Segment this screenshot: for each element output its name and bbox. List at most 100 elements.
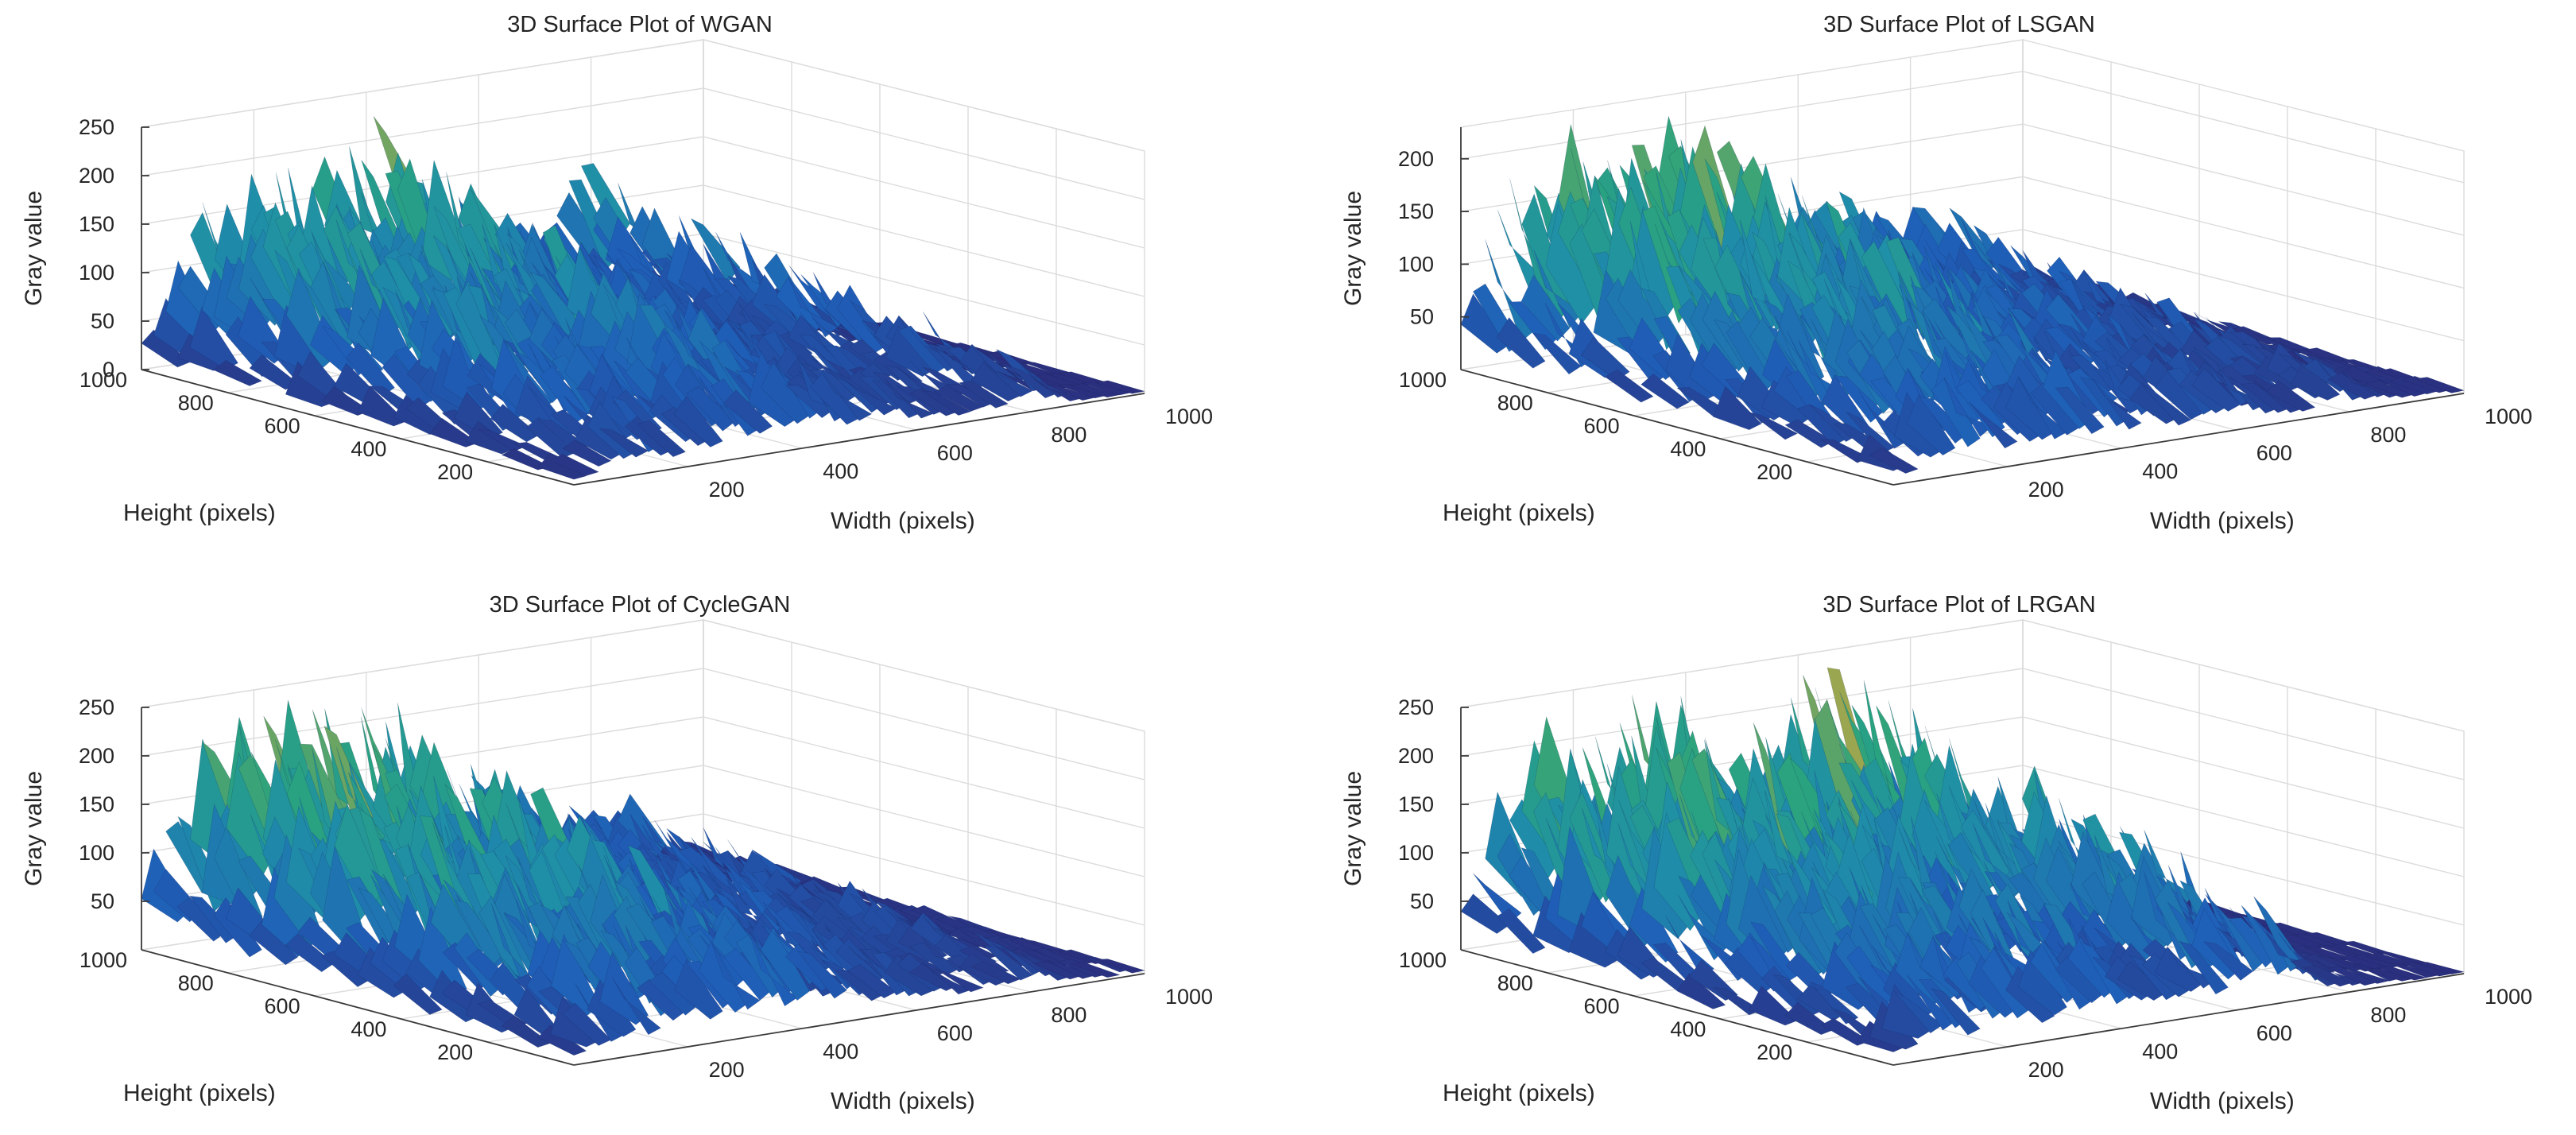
surface-patch (1712, 385, 1762, 431)
width-axis-label: Width (pixels) (2150, 1088, 2295, 1114)
z-tick-label: 200 (79, 744, 114, 768)
surface-patch (1496, 316, 1546, 369)
width-tick-label: 600 (2256, 1021, 2292, 1045)
surface-patch (1641, 374, 1691, 409)
z-tick-label: 0 (103, 358, 114, 382)
surface (141, 116, 1145, 480)
surface-patch (690, 218, 741, 284)
height-tick-label: 800 (1497, 971, 1533, 995)
surface-patch (2055, 386, 2105, 435)
surface-patch (1931, 988, 1981, 1036)
surface-patch (1906, 393, 1956, 456)
chart-panel-1: 0 50 100 150 200 250 200 400 600 800 1000 200 400 600… (21, 12, 1213, 534)
width-axis-label: Width (pixels) (831, 508, 975, 534)
height-tick-label: 400 (1670, 1017, 1706, 1041)
surface-patch (2141, 385, 2192, 426)
surface-patch (213, 359, 263, 386)
axes: 50 100 150 200 250 200 400 600 800 1000 200 400 600 8… (21, 695, 1213, 1114)
surface-patch (549, 453, 600, 476)
z-tick-label: 100 (79, 841, 114, 865)
width-tick-label: 1000 (1165, 985, 1213, 1009)
surface-patch (2290, 361, 2341, 401)
height-tick-label: 600 (265, 414, 300, 438)
height-axis-line (141, 949, 575, 1066)
chart-title: 3D Surface Plot of LRGAN (1823, 592, 2095, 618)
z-gridline (141, 39, 1145, 152)
height-axis-label: Height (pixels) (1443, 1080, 1595, 1106)
z-gridline (1460, 668, 2465, 781)
width-axis-line (573, 393, 1145, 486)
width-tick-label: 800 (1051, 423, 1087, 447)
surface-patch (934, 967, 984, 993)
surface-patch (562, 440, 612, 467)
surface-patch (2017, 950, 2067, 1016)
surface-patch (213, 897, 262, 958)
surface-patch (537, 452, 587, 480)
z-tick-label: 250 (79, 115, 114, 139)
surface-patch (2415, 377, 2466, 393)
height-axis-line (1460, 369, 1894, 486)
surface-patch (1968, 401, 2018, 449)
chart-panel-2: 50 100 150 200 200 400 600 800 1000 200 400 600 800 1… (1340, 12, 2532, 534)
width-axis-label: Width (pixels) (2150, 508, 2295, 534)
height-tick-label: 600 (1584, 414, 1620, 438)
width-tick-label: 400 (823, 459, 858, 483)
height-tick-label: 200 (437, 460, 473, 484)
axes: 0 50 100 150 200 250 200 400 600 800 1000 200 400 600… (21, 115, 1213, 534)
z-tick-label: 50 (1410, 889, 1434, 913)
surface-patch (249, 920, 299, 966)
height-tick-label: 400 (1670, 437, 1706, 461)
height-tick-label: 200 (1757, 460, 1792, 484)
surface-patch (1520, 274, 1571, 342)
height-tick-label: 200 (1757, 1040, 1792, 1064)
z-tick-label: 50 (1410, 305, 1434, 329)
height-axis-line (1460, 949, 1894, 1066)
z-axis-label: Gray value (1340, 771, 1366, 886)
surface (141, 699, 1146, 1056)
z-tick-label: 150 (1398, 199, 1434, 223)
width-tick-label: 400 (823, 1040, 858, 1063)
width-tick-label: 600 (2256, 441, 2292, 465)
height-axis-label: Height (pixels) (1443, 500, 1595, 526)
surface-patch (1931, 378, 1981, 447)
z-tick-label: 150 (79, 212, 114, 236)
surface-patch (1095, 380, 1145, 394)
surface-patch (1070, 962, 1121, 978)
z-axis-label: Gray value (1340, 191, 1366, 306)
surface-patch (1580, 337, 1630, 381)
surface-patch (2415, 962, 2465, 975)
z-tick-label: 100 (1398, 841, 1434, 865)
width-tick-label: 800 (2370, 1003, 2406, 1027)
z-gridline (1460, 619, 2465, 732)
surface (1460, 667, 2465, 1052)
surface-patch (920, 390, 972, 416)
surface-patch (346, 343, 395, 397)
width-tick-label: 600 (937, 441, 973, 465)
width-axis-line (1892, 393, 2465, 486)
width-tick-label: 200 (709, 1058, 745, 1082)
surface-patch (599, 951, 649, 1025)
z-tick-label: 200 (1398, 744, 1434, 768)
z-tick-label: 50 (91, 309, 114, 333)
surface-patch (983, 945, 1034, 981)
surface-patch (1095, 959, 1146, 974)
surface-patch (1749, 412, 1799, 440)
height-tick-label: 800 (1497, 391, 1533, 415)
z-tick-label: 50 (91, 889, 114, 913)
z-tick-label: 100 (79, 261, 114, 285)
chart-title: 3D Surface Plot of CycleGAN (490, 592, 791, 618)
height-axis-label: Height (pixels) (123, 500, 276, 526)
surface-patch (2265, 380, 2316, 412)
surface-patch (822, 374, 873, 421)
width-tick-label: 1000 (2485, 985, 2532, 1009)
height-tick-label: 400 (351, 1017, 386, 1041)
z-tick-label: 250 (79, 695, 114, 719)
axes: 50 100 150 200 250 200 400 600 800 1000 200 400 600 8… (1340, 695, 2532, 1114)
z-axis-label: Gray value (21, 771, 47, 886)
z-tick-label: 150 (1398, 792, 1434, 816)
surface-patch (2092, 378, 2142, 430)
width-tick-label: 800 (1051, 1003, 1087, 1027)
surface-patch (393, 973, 443, 1015)
surface-patch (627, 845, 677, 928)
